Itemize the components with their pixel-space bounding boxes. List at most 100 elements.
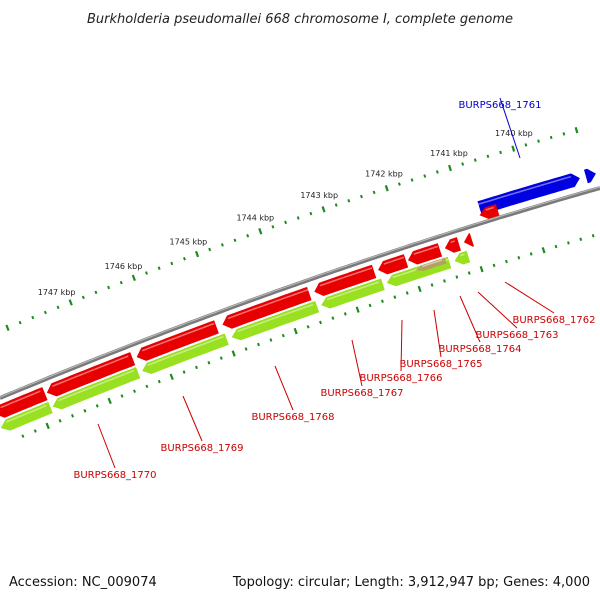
inner-tick-mark xyxy=(430,283,434,287)
rna-band-6 xyxy=(454,250,471,265)
inner-tick-mark xyxy=(443,279,446,283)
outer-tick-mark xyxy=(423,174,427,178)
outer-tick-mark xyxy=(31,315,35,320)
inner-tick-mark xyxy=(257,342,260,347)
tick-label: 1743 kbp xyxy=(300,191,338,200)
inner-tick-mark xyxy=(207,360,211,365)
tick-label: 1746 kbp xyxy=(105,262,143,271)
gene-arrow-red-7-shine xyxy=(450,240,455,244)
outer-tick-mark xyxy=(208,247,212,252)
inner-tick-mark xyxy=(306,325,310,329)
gene-arrow-red-0 xyxy=(0,387,48,418)
outer-tick-mark xyxy=(334,203,338,207)
gene-leader-line xyxy=(274,365,294,411)
gene-arrow-red-8 xyxy=(463,233,474,247)
inner-tick-mark xyxy=(83,409,87,413)
gene-leader-line xyxy=(97,423,116,469)
tick-marks: 1740 kbp 1741 kbp 1742 kbp 1743 kbp 1744 kbp… xyxy=(5,127,595,438)
gene-leader-line xyxy=(504,281,555,314)
gene-arrow-red-2-shine xyxy=(142,322,215,352)
outer-tick-mark xyxy=(309,211,313,216)
inner-tick-mark xyxy=(293,327,298,335)
outer-tick-mark xyxy=(384,185,389,192)
outer-tick-mark xyxy=(131,274,136,281)
inner-tick-mark xyxy=(567,241,570,245)
gene-leader-line xyxy=(351,339,363,387)
outer-tick-mark xyxy=(435,170,439,174)
inner-tick-mark xyxy=(70,414,75,418)
inner-tick-mark xyxy=(579,237,583,241)
inner-tick-mark xyxy=(505,259,508,264)
gene-arrow-red-5 xyxy=(378,254,409,275)
outer-tick-mark xyxy=(182,256,186,261)
gene-label: BURPS668_1767 xyxy=(320,388,403,399)
gene-leader-line xyxy=(433,309,442,358)
outer-tick-mark xyxy=(524,143,528,147)
outer-tick-mark xyxy=(68,299,73,306)
inner-tick-mark xyxy=(133,389,136,393)
gene-leader-line xyxy=(400,319,403,372)
gene-arrow-red-small xyxy=(479,204,500,219)
outer-tick-mark xyxy=(246,233,250,238)
outer-tick-mark xyxy=(486,154,490,159)
outer-tick-mark xyxy=(107,285,111,290)
inner-tick-mark xyxy=(182,370,186,374)
outer-tick-mark xyxy=(372,190,376,195)
gene-arrow-red-5-shine xyxy=(383,256,405,265)
gene-features xyxy=(0,168,596,431)
tick-label: 1741 kbp xyxy=(430,149,468,158)
outer-tick-mark xyxy=(511,145,516,152)
outer-tick-mark xyxy=(473,158,477,162)
outer-tick-mark xyxy=(562,132,566,136)
inner-tick-mark xyxy=(58,419,62,423)
inner-tick-mark xyxy=(591,234,595,238)
gene-arrow-partial xyxy=(584,168,596,184)
inner-tick-mark xyxy=(405,291,409,295)
inner-tick-mark xyxy=(541,247,546,254)
outer-tick-mark xyxy=(499,150,502,155)
outer-tick-mark xyxy=(194,250,200,258)
gene-label: BURPS668_1766 xyxy=(359,373,442,384)
outer-tick-mark xyxy=(284,220,288,225)
inner-tick-mark xyxy=(455,275,459,279)
inner-tick-mark xyxy=(244,347,248,351)
gene-arrow-red-0-shine xyxy=(0,390,41,409)
gene-labels: BURPS668_1761 BURPS668_1762 BURPS668_1763 B… xyxy=(73,97,596,481)
gene-arrow-burps668-1761-shine xyxy=(478,175,571,206)
map-title: Burkholderia pseudomallei 668 chromosome… xyxy=(87,12,513,27)
inner-tick-mark xyxy=(381,299,384,303)
gene-leader-line xyxy=(459,295,481,343)
gene-arrow-red-6 xyxy=(408,243,443,265)
outer-tick-mark xyxy=(321,206,326,213)
inner-tick-mark xyxy=(479,265,484,273)
outer-tick-mark xyxy=(397,182,401,186)
inner-tick-mark xyxy=(368,303,372,308)
gene-label: BURPS668_1764 xyxy=(438,344,521,355)
gene-label: BURPS668_1761 xyxy=(458,100,541,111)
inner-tick-mark xyxy=(554,244,558,249)
rna-band-0 xyxy=(0,401,53,431)
inner-tick-mark xyxy=(157,379,161,384)
accession-text: Accession: NC_009074 xyxy=(9,575,157,590)
inner-tick-mark xyxy=(467,271,471,275)
gene-arrow-red-7 xyxy=(444,237,461,253)
gene-leader-line xyxy=(182,395,203,442)
tick-label: 1747 kbp xyxy=(38,288,76,297)
inner-tick-mark xyxy=(107,397,112,405)
gene-leader-line xyxy=(499,97,521,159)
outer-tick-mark xyxy=(170,261,174,266)
outer-tick-mark xyxy=(574,127,579,134)
outer-tick-mark xyxy=(537,139,540,143)
inner-tick-mark xyxy=(169,373,174,381)
rna-band-2-shine xyxy=(147,335,224,366)
outer-tick-mark xyxy=(43,310,47,315)
rna-band-2 xyxy=(142,333,229,374)
rna-band-6-shine xyxy=(460,253,465,257)
outer-tick-mark xyxy=(119,280,123,285)
backbone xyxy=(0,186,600,400)
gene-label: BURPS668_1765 xyxy=(399,359,482,370)
rna-band-4-shine xyxy=(326,281,380,301)
inner-tick-mark xyxy=(492,263,496,268)
inner-tick-mark xyxy=(21,434,25,438)
